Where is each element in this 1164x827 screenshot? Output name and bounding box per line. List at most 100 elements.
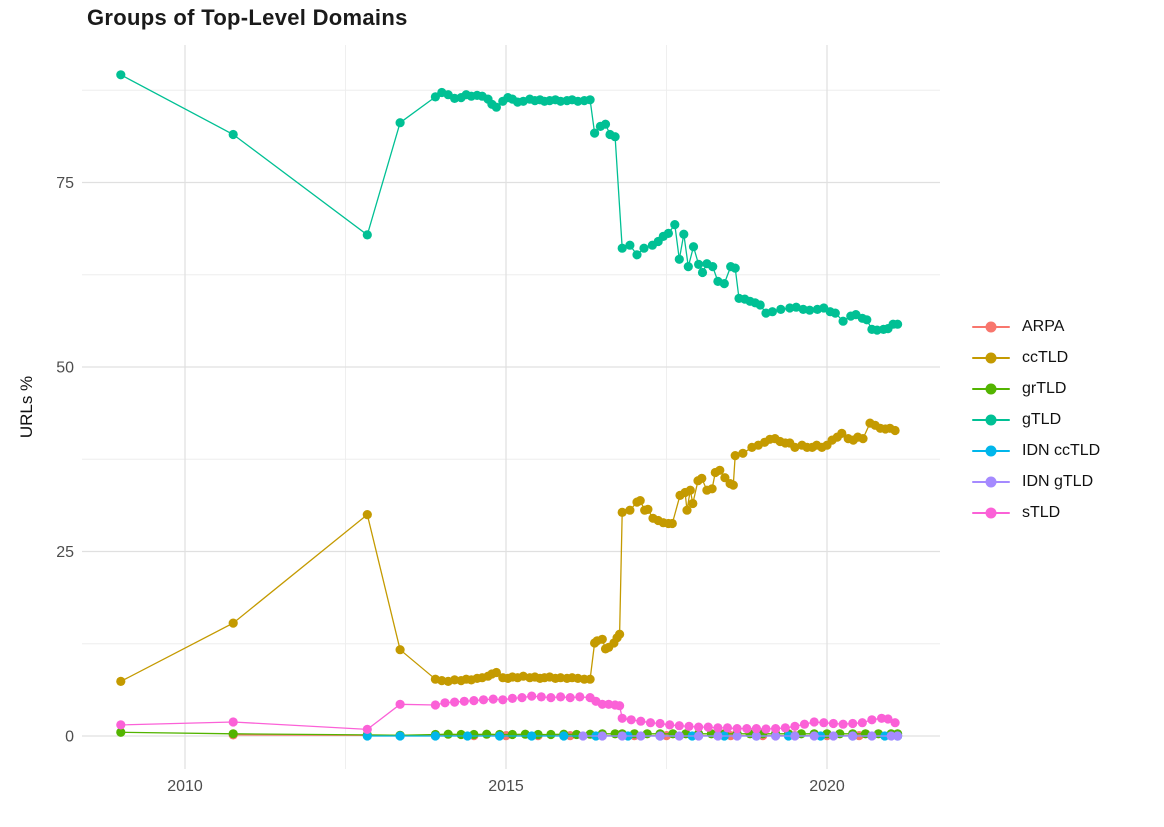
legend-label: IDN gTLD [1022, 472, 1094, 490]
data-point-cctld [685, 485, 695, 495]
data-point-cctld [116, 676, 126, 687]
data-point-gtld [395, 118, 405, 128]
data-point-idn-gtld [617, 731, 627, 741]
legend-label: ccTLD [1022, 348, 1069, 366]
data-point-stld [395, 699, 405, 709]
legend-item-grtld: grTLD [972, 373, 1100, 404]
data-point-grtld [443, 729, 453, 739]
data-point-cctld [730, 451, 740, 461]
data-point-cctld [858, 434, 868, 444]
data-point-cctld [667, 518, 677, 529]
data-point-stld [732, 724, 742, 734]
data-point-stld [565, 693, 575, 703]
data-point-cctld [228, 618, 238, 628]
data-point-idn-gtld [578, 731, 588, 741]
data-point-cctld [728, 480, 738, 490]
data-point-stld [665, 720, 675, 730]
data-point-cctld [362, 509, 372, 520]
data-point-idn-cctld [462, 731, 473, 741]
data-point-gtld [893, 319, 903, 329]
data-point-cctld [617, 507, 627, 517]
data-point-gtld [697, 267, 708, 278]
data-point-grtld [228, 729, 238, 739]
data-point-idn-gtld [828, 731, 839, 741]
data-point-grtld [546, 729, 556, 740]
data-point-cctld [635, 496, 645, 506]
y-tick-label: 0 [65, 729, 74, 746]
legend-label: gTLD [1022, 410, 1062, 428]
data-point-stld [809, 717, 819, 727]
data-point-cctld [682, 505, 692, 515]
data-point-gtld [491, 102, 501, 112]
data-point-stld [615, 701, 625, 711]
series-line-gtld [120, 74, 898, 331]
data-point-cctld [715, 465, 725, 475]
data-point-stld [116, 720, 126, 730]
data-point-stld [536, 692, 546, 702]
data-point-gtld [767, 307, 778, 317]
data-point-gtld [730, 263, 740, 273]
data-point-gtld [670, 220, 680, 230]
data-point-idn-gtld [893, 731, 903, 741]
data-point-stld [722, 723, 733, 733]
data-point-cctld [643, 504, 653, 514]
data-point-gtld [679, 229, 689, 239]
data-point-stld [645, 718, 656, 728]
data-point-idn-gtld [694, 731, 704, 741]
x-tick-label: 2010 [167, 778, 203, 795]
data-point-idn-gtld [790, 731, 800, 741]
data-point-stld [362, 724, 372, 735]
data-point-idn-gtld [655, 731, 665, 741]
data-point-stld [440, 698, 450, 708]
data-point-idn-cctld [430, 731, 440, 741]
data-point-stld [684, 721, 694, 732]
data-point-cctld [615, 629, 625, 639]
data-point-stld [790, 721, 800, 732]
data-point-gtld [228, 129, 238, 140]
data-point-stld [527, 691, 537, 701]
data-point-stld [556, 692, 566, 702]
data-point-grtld [116, 727, 126, 737]
legend-key-dot [985, 383, 997, 394]
data-point-idn-gtld [713, 731, 723, 741]
data-point-cctld [688, 498, 698, 509]
data-point-idn-gtld [771, 731, 781, 741]
legend-item-idn-gtld: IDN gTLD [972, 466, 1100, 497]
series-line-cctld [120, 422, 896, 683]
data-point-stld [799, 719, 810, 729]
legend-key-line [972, 445, 1010, 456]
legend-label: ARPA [1022, 317, 1065, 335]
legend-key-line [972, 476, 1010, 487]
data-point-gtld [755, 300, 765, 310]
data-point-gtld [776, 304, 786, 314]
data-point-gtld [116, 70, 126, 80]
data-point-grtld [507, 729, 517, 740]
data-point-idn-gtld [848, 731, 858, 741]
data-point-stld [867, 715, 877, 725]
data-point-gtld [590, 128, 600, 138]
data-point-stld [838, 719, 848, 729]
data-point-gtld [625, 240, 635, 250]
y-tick-label: 50 [56, 360, 74, 377]
data-point-cctld [738, 448, 748, 458]
data-point-stld [617, 713, 627, 723]
data-point-stld [751, 724, 762, 734]
data-point-stld [883, 714, 893, 724]
legend-item-idn-cctld: IDN ccTLD [972, 435, 1100, 466]
data-point-stld [848, 718, 858, 729]
data-point-stld [498, 695, 508, 705]
data-point-stld [890, 718, 900, 728]
data-point-cctld [625, 505, 635, 515]
data-point-gtld [674, 254, 684, 264]
data-point-stld [469, 696, 479, 706]
page-title: Groups of Top-Level Domains [87, 5, 408, 30]
data-point-idn-gtld [809, 731, 819, 741]
data-point-idn-cctld [362, 731, 372, 741]
y-tick-label: 75 [56, 175, 74, 192]
data-point-stld [478, 695, 489, 705]
data-point-cctld [837, 428, 847, 438]
data-point-gtld [585, 95, 595, 105]
data-point-idn-cctld [395, 731, 405, 741]
legend-key-dot [985, 414, 997, 425]
legend-label: grTLD [1022, 379, 1067, 397]
